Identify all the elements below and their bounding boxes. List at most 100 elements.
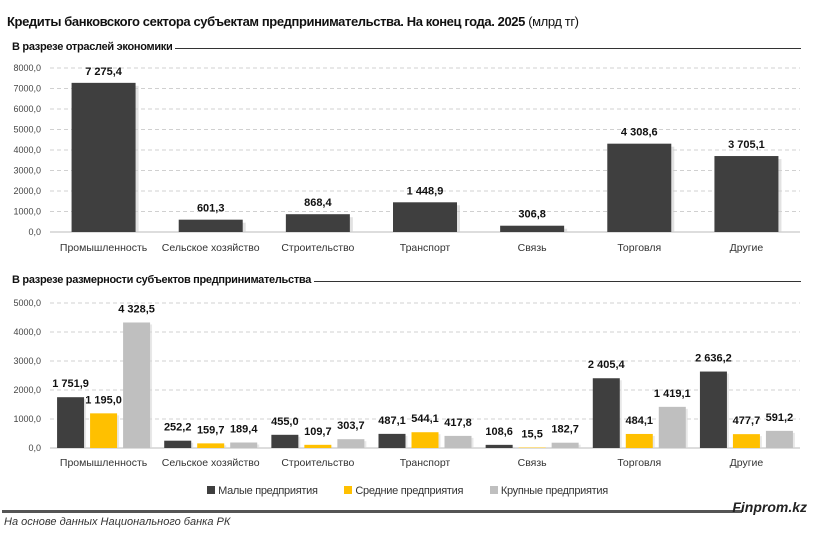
legend-label: Крупные предприятия <box>500 485 608 497</box>
bar <box>500 225 565 232</box>
legend-swatch <box>344 486 353 494</box>
legend-swatch <box>489 486 498 494</box>
legend-label: Средние предприятия <box>355 485 464 497</box>
y-tick-label: 3000,0 <box>13 166 41 176</box>
bar <box>123 322 151 448</box>
x-tick-label: Промышленность <box>60 242 148 254</box>
title-text: Кредиты банковского сектора субъектам пр… <box>7 14 525 29</box>
data-label: 306,8 <box>518 209 546 221</box>
data-label: 477,7 <box>733 415 761 427</box>
brand-logo: Finprom.kz <box>732 499 807 515</box>
y-tick-label: 0,0 <box>28 443 41 453</box>
bar <box>699 371 727 448</box>
y-tick-label: 0,0 <box>28 227 41 237</box>
legend-item-medium: Средние предприятия <box>344 485 463 497</box>
data-label: 15,5 <box>521 429 542 441</box>
data-label: 182,7 <box>551 424 579 436</box>
data-label: 544,1 <box>411 413 439 425</box>
data-label: 3 705,1 <box>728 139 765 151</box>
data-label: 109,7 <box>304 426 332 438</box>
y-tick-label: 1000,0 <box>13 207 41 217</box>
bar <box>304 444 332 448</box>
x-tick-label: Транспорт <box>400 242 451 254</box>
y-tick-label: 1000,0 <box>13 414 41 424</box>
bar <box>90 413 118 448</box>
section-divider <box>12 281 801 282</box>
x-tick-label: Торговля <box>617 242 661 254</box>
data-label: 252,2 <box>164 422 192 434</box>
y-tick-label: 7000,0 <box>13 84 41 94</box>
section-divider <box>12 48 801 49</box>
bar <box>411 432 439 448</box>
x-tick-label: Торговля <box>617 457 661 469</box>
bar <box>765 430 793 448</box>
data-label: 4 328,5 <box>118 303 155 315</box>
bar <box>485 444 513 448</box>
y-tick-label: 4000,0 <box>13 145 41 155</box>
bar <box>230 442 258 448</box>
data-label: 108,6 <box>485 426 513 438</box>
data-label: 4 308,6 <box>621 127 658 139</box>
legend: Малые предприятия Средние предприятия Кр… <box>0 485 815 497</box>
data-label: 601,3 <box>197 203 225 215</box>
y-tick-label: 2000,0 <box>13 186 41 196</box>
data-label: 303,7 <box>337 420 365 432</box>
x-tick-label: Строительство <box>281 242 354 254</box>
data-label: 1 195,0 <box>85 394 122 406</box>
bar <box>592 378 620 448</box>
x-tick-label: Транспорт <box>400 457 451 469</box>
x-tick-label: Строительство <box>281 457 354 469</box>
y-tick-label: 2000,0 <box>13 385 41 395</box>
data-label: 2 405,4 <box>588 359 626 371</box>
y-tick-label: 5000,0 <box>13 298 41 308</box>
bar <box>551 442 579 448</box>
x-tick-label: Промышленность <box>60 457 148 469</box>
chart-title: Кредиты банковского сектора субъектам пр… <box>7 14 579 29</box>
section-title-industries: В разрезе отраслей экономики <box>12 41 176 53</box>
bar <box>178 219 243 232</box>
bar <box>197 443 225 448</box>
data-label: 417,8 <box>444 417 472 429</box>
data-label: 455,0 <box>271 416 299 428</box>
data-label: 1 448,9 <box>407 185 444 197</box>
bar <box>607 143 672 232</box>
legend-item-small: Малые предприятия <box>207 485 318 497</box>
title-unit: (млрд тг) <box>528 14 579 29</box>
bar <box>444 435 472 448</box>
x-tick-label: Связь <box>518 457 548 469</box>
legend-swatch <box>207 486 216 494</box>
footer-line <box>2 510 742 513</box>
data-label: 7 275,4 <box>85 66 123 78</box>
bar <box>714 156 779 232</box>
bar <box>378 433 406 448</box>
data-label: 868,4 <box>304 197 332 209</box>
data-label: 591,2 <box>766 412 794 424</box>
data-label: 1 419,1 <box>654 388 691 400</box>
data-label: 484,1 <box>626 415 654 427</box>
bar <box>271 434 299 448</box>
x-tick-label: Связь <box>518 242 548 254</box>
y-tick-label: 4000,0 <box>13 327 41 337</box>
x-tick-label: Сельское хозяйство <box>162 242 260 254</box>
x-tick-label: Сельское хозяйство <box>162 457 260 469</box>
y-tick-label: 5000,0 <box>13 125 41 135</box>
legend-item-large: Крупные предприятия <box>489 485 608 497</box>
source-note: На основе данных Национального банка РК <box>4 516 231 528</box>
data-label: 159,7 <box>197 424 225 436</box>
section-title-size: В разрезе размерности субъектов предприн… <box>12 274 315 286</box>
y-tick-label: 6000,0 <box>13 104 41 114</box>
bar <box>658 406 686 448</box>
data-label: 189,4 <box>230 424 258 436</box>
y-tick-label: 8000,0 <box>13 63 41 73</box>
legend-label: Малые предприятия <box>218 485 318 497</box>
bar <box>71 82 136 232</box>
bar <box>57 397 85 448</box>
x-tick-label: Другие <box>730 457 764 469</box>
y-tick-label: 3000,0 <box>13 356 41 366</box>
data-label: 487,1 <box>378 415 406 427</box>
bar <box>164 440 192 448</box>
bar <box>625 433 653 448</box>
bar <box>337 439 365 448</box>
bar <box>393 202 457 232</box>
